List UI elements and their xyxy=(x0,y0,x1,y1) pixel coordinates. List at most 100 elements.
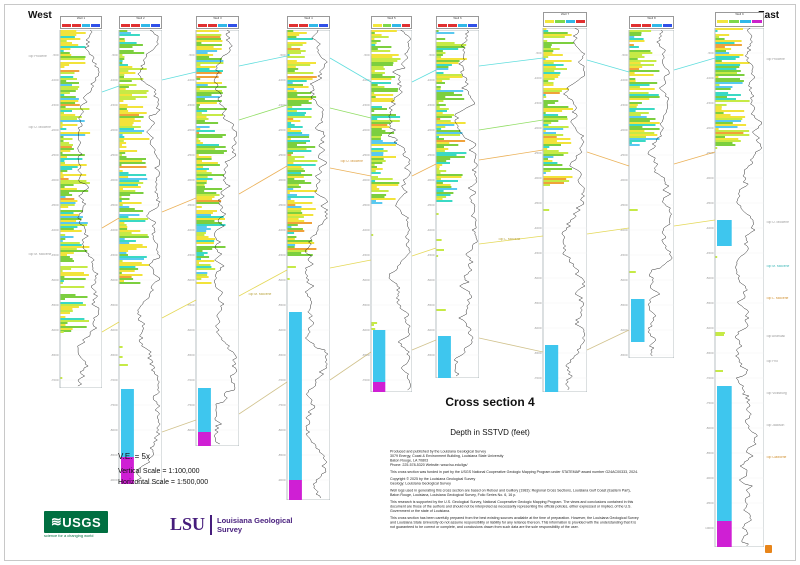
svg-text:-2500: -2500 xyxy=(278,153,286,157)
scale-chip xyxy=(448,24,457,27)
scale-chip xyxy=(81,24,91,27)
svg-text:-500: -500 xyxy=(535,51,541,55)
svg-text:-6000: -6000 xyxy=(362,328,370,332)
log-scale-chips xyxy=(121,24,160,27)
svg-text:-6000: -6000 xyxy=(51,328,59,332)
svg-text:-4500: -4500 xyxy=(362,253,370,257)
svg-text:-5000: -5000 xyxy=(51,278,59,282)
credit-paragraph: Copyright © 2025 by the Louisiana Geolog… xyxy=(390,476,476,486)
svg-text:-6500: -6500 xyxy=(110,353,118,357)
svg-text:-2000: -2000 xyxy=(187,128,195,132)
svg-text:-8000: -8000 xyxy=(278,428,286,432)
svg-text:-5000: -5000 xyxy=(278,278,286,282)
svg-text:-3000: -3000 xyxy=(110,178,118,182)
well-track: -500 -1000 -1500 -2000 -2500 -3000 -3500 -4000 -… xyxy=(427,30,479,378)
svg-text:-7500: -7500 xyxy=(706,401,714,405)
section-title: Cross section 4 xyxy=(445,395,535,409)
formation-label: Top U. Miocene xyxy=(766,221,789,225)
section-subtitle: Depth in SSTVD (feet) xyxy=(450,428,530,437)
svg-text:-3500: -3500 xyxy=(278,203,286,207)
svg-text:-5000: -5000 xyxy=(187,278,195,282)
svg-text:-7000: -7000 xyxy=(362,378,370,382)
scale-chip xyxy=(382,24,391,27)
formation-label: Top U. Miocene xyxy=(340,160,363,164)
svg-text:-3000: -3000 xyxy=(278,178,286,182)
log-scale-chips xyxy=(438,24,477,27)
formation-label: Top Jackson xyxy=(766,424,785,428)
svg-text:-8000: -8000 xyxy=(110,428,118,432)
svg-text:-1000: -1000 xyxy=(706,76,714,80)
log-scale-chips xyxy=(62,24,100,27)
corner-mark xyxy=(765,545,772,553)
well-log-4: Well 4 -500 -1000 -1500 -2000 -2500 -3000 -3500… xyxy=(278,16,330,500)
svg-text:-3000: -3000 xyxy=(51,178,59,182)
well-log-6: Well 6 -500 -1000 -1500 -2000 -2500 -3000 -3500… xyxy=(427,16,479,378)
well-log-1: Well 1 -500 -1000 -1500 -2000 -2500 -3000 -3500… xyxy=(51,16,102,388)
svg-text:-5500: -5500 xyxy=(427,303,435,307)
scale-chip xyxy=(208,24,217,27)
svg-text:-4500: -4500 xyxy=(706,251,714,255)
scale-chip xyxy=(91,24,100,27)
svg-text:-3500: -3500 xyxy=(110,203,118,207)
svg-text:-7000: -7000 xyxy=(534,376,542,380)
svg-text:-2000: -2000 xyxy=(110,128,118,132)
svg-text:-2500: -2500 xyxy=(427,153,435,157)
svg-text:-6000: -6000 xyxy=(187,328,195,332)
formation-label: Top M. Miocene xyxy=(28,253,52,257)
lsu-logo-text: LSU xyxy=(170,514,206,534)
svg-text:-7000: -7000 xyxy=(187,378,195,382)
svg-text:-2000: -2000 xyxy=(278,128,286,132)
svg-text:-1500: -1500 xyxy=(362,103,370,107)
well-header: Well 9 xyxy=(715,12,764,27)
svg-text:-1000: -1000 xyxy=(187,78,195,82)
svg-text:-3000: -3000 xyxy=(534,176,542,180)
formation-label: Top Pliocene xyxy=(766,58,785,62)
svg-text:-6000: -6000 xyxy=(620,328,628,332)
svg-text:-4500: -4500 xyxy=(534,251,542,255)
svg-text:-7000: -7000 xyxy=(110,378,118,382)
svg-text:-8500: -8500 xyxy=(706,451,714,455)
scale-chip xyxy=(401,24,410,27)
svg-text:-3500: -3500 xyxy=(706,201,714,205)
svg-text:-4000: -4000 xyxy=(534,226,542,230)
formation-label: Top L. Miocene xyxy=(766,297,789,301)
well-log-3: Well 3 -500 -1000 -1500 -2000 -2500 -3000 -3500… xyxy=(187,16,239,446)
svg-text:-3000: -3000 xyxy=(427,178,435,182)
credit-paragraph: Produced and published by the Louisiana … xyxy=(390,449,504,467)
svg-text:-8500: -8500 xyxy=(110,453,118,457)
usgs-logo: ≋ USGS science for a changing world xyxy=(44,511,126,541)
formation-label: Top L. Miocene xyxy=(498,238,521,242)
scale-chip xyxy=(641,24,651,27)
well-header: Well 7 xyxy=(543,12,587,27)
svg-text:-1000: -1000 xyxy=(278,78,286,82)
svg-text:-8000: -8000 xyxy=(187,428,195,432)
svg-text:-3000: -3000 xyxy=(187,178,195,182)
svg-text:-500: -500 xyxy=(428,53,434,57)
svg-text:-7500: -7500 xyxy=(110,403,118,407)
west-label: West xyxy=(28,10,52,21)
svg-text:-5500: -5500 xyxy=(620,303,628,307)
svg-text:-5000: -5000 xyxy=(534,276,542,280)
well-log-8: Well 8 -500 -1000 -1500 -2000 -2500 -3000 -3500… xyxy=(620,16,674,358)
formation-label: Top Claiborne xyxy=(766,456,787,460)
formation-label: Top Frio xyxy=(766,360,778,364)
vertical-exaggeration-label: V.E. = 5x xyxy=(118,452,150,461)
svg-text:-2500: -2500 xyxy=(51,153,59,157)
scale-chip xyxy=(218,24,227,27)
credits-block: Produced and published by the Louisiana … xyxy=(390,449,640,532)
svg-text:-2500: -2500 xyxy=(362,153,370,157)
well-header: Well 4 xyxy=(287,16,330,29)
svg-text:-2000: -2000 xyxy=(706,126,714,130)
well-label: Well 1 xyxy=(76,17,86,20)
svg-text:-4500: -4500 xyxy=(110,253,118,257)
svg-text:-1000: -1000 xyxy=(51,78,59,82)
svg-text:-2500: -2500 xyxy=(534,151,542,155)
formation-label: Top M. Miocene xyxy=(766,265,790,269)
svg-text:-7000: -7000 xyxy=(278,378,286,382)
formation-label: Top Vicksburg xyxy=(766,392,787,396)
svg-text:-1500: -1500 xyxy=(110,103,118,107)
svg-text:-5500: -5500 xyxy=(51,303,59,307)
east-label: East xyxy=(758,10,780,21)
svg-text:-3500: -3500 xyxy=(427,203,435,207)
scale-chip xyxy=(198,24,207,27)
